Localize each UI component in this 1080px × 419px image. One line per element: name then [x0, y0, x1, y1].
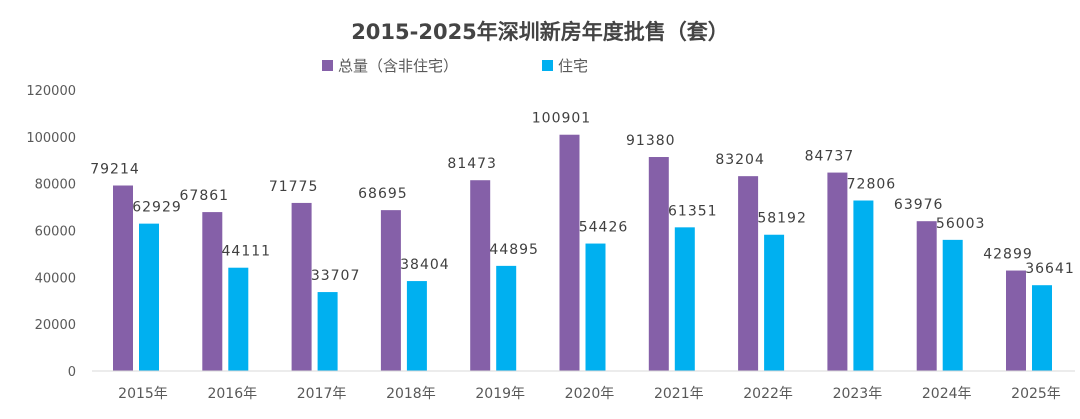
bar-residential — [496, 265, 517, 371]
bar-total — [559, 134, 580, 371]
bar-total — [738, 176, 759, 371]
data-label: 81473 — [447, 156, 497, 172]
data-label: 36641 — [1025, 261, 1075, 277]
x-tick-label: 2020年 — [565, 386, 615, 402]
x-axis: 2015年 2016年 2017年 2018年 2019年 2020年 2021年 2022年… — [92, 370, 1075, 402]
bar-residential — [317, 292, 338, 371]
x-tick-label: 2025年 — [1011, 386, 1061, 402]
data-label: 79214 — [90, 162, 140, 178]
x-tick-label: 2019年 — [475, 386, 525, 402]
bar-total — [648, 157, 669, 371]
bar-total — [1006, 270, 1026, 371]
data-label: 71775 — [269, 179, 319, 195]
data-label: 68695 — [358, 186, 408, 202]
y-tick-label: 100000 — [26, 131, 76, 146]
data-label: 67861 — [180, 188, 230, 204]
bar-residential — [942, 239, 963, 371]
data-label: 44111 — [222, 244, 272, 260]
legend-swatch — [322, 60, 333, 71]
data-label: 83204 — [715, 152, 765, 168]
data-label: 61351 — [668, 203, 718, 219]
x-tick-label: 2022年 — [743, 386, 793, 402]
x-tick-label: 2017年 — [297, 386, 347, 402]
x-tick-label: 2018年 — [386, 386, 436, 402]
bar-residential — [853, 200, 874, 371]
bar-total — [202, 212, 223, 371]
legend: 总量（含非住宅） 住宅 — [322, 57, 588, 75]
bar-total — [916, 221, 937, 371]
data-label: 72806 — [847, 177, 897, 193]
bar-residential — [406, 281, 427, 371]
bar-residential — [674, 227, 695, 371]
bar-total — [827, 172, 848, 371]
bar-residential — [764, 234, 785, 371]
data-label: 44895 — [489, 242, 539, 258]
bar-residential — [1032, 285, 1052, 371]
bar-residential — [228, 267, 249, 371]
bar-total — [291, 202, 312, 371]
data-label: 58192 — [757, 211, 807, 227]
legend-swatch — [542, 60, 553, 71]
y-tick-label: 80000 — [35, 178, 76, 193]
x-tick-label: 2024年 — [922, 386, 972, 402]
data-label: 84737 — [805, 149, 855, 165]
y-tick-label: 120000 — [26, 84, 76, 99]
data-label: 42899 — [983, 247, 1033, 263]
data-label: 100901 — [532, 111, 591, 127]
legend-label: 住宅 — [558, 57, 588, 75]
data-label: 33707 — [311, 268, 361, 284]
data-label: 38404 — [400, 257, 450, 273]
data-label: 54426 — [579, 220, 629, 236]
bar-total — [380, 210, 401, 371]
y-tick-label: 40000 — [35, 271, 76, 286]
data-label: 91380 — [626, 133, 676, 149]
x-tick-label: 2023年 — [833, 386, 883, 402]
data-label: 56003 — [936, 216, 986, 232]
chart-title: 2015-2025年深圳新房年度批售（套） — [351, 20, 729, 44]
bar-total — [113, 185, 133, 371]
x-tick-label: 2021年 — [654, 386, 704, 402]
data-label: 63976 — [894, 197, 944, 213]
y-axis: 0 20000 40000 60000 80000 100000 120000 — [26, 84, 76, 380]
data-label: 62929 — [132, 200, 182, 216]
bar-residential — [139, 223, 159, 371]
x-tick-label: 2015年 — [118, 386, 168, 402]
y-tick-label: 20000 — [35, 318, 76, 333]
legend-label: 总量（含非住宅） — [338, 57, 458, 75]
y-tick-label: 60000 — [35, 225, 76, 240]
bar-total — [470, 180, 491, 371]
x-tick-label: 2016年 — [207, 386, 257, 402]
bar-residential — [585, 243, 606, 371]
y-tick-label: 0 — [68, 365, 76, 380]
